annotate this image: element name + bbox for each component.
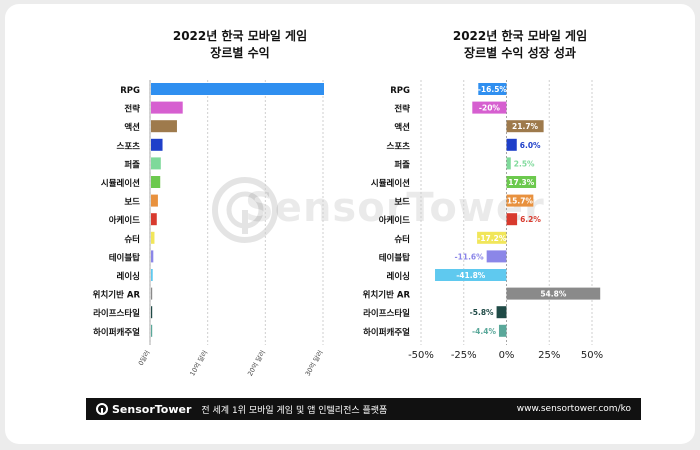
footer-bar: SensorTower 전 세계 1위 모바일 게임 및 앱 인텔리전스 플랫폼… bbox=[86, 398, 641, 420]
footer-tagline: 전 세계 1위 모바일 게임 및 앱 인텔리전스 플랫폼 bbox=[201, 405, 388, 416]
left-bar bbox=[151, 157, 161, 170]
left-category-label: 아케이드 bbox=[109, 215, 140, 226]
right-data-label: 6.0% bbox=[520, 141, 541, 150]
right-bar bbox=[506, 138, 517, 151]
sensortower-logo-icon bbox=[96, 403, 108, 415]
left-x-tick-label: 0달러 bbox=[136, 348, 152, 366]
right-data-label: -17.2% bbox=[477, 234, 507, 243]
right-x-tick-label: -25% bbox=[451, 350, 477, 361]
left-category-label: 보드 bbox=[124, 198, 140, 208]
right-category-label: 시뮬레이션 bbox=[371, 178, 410, 189]
right-bar bbox=[478, 83, 507, 95]
right-x-tick-label: 25% bbox=[538, 350, 560, 361]
left-bar bbox=[151, 176, 161, 188]
left-bar bbox=[151, 101, 183, 114]
right-data-label: -16.5% bbox=[478, 85, 508, 94]
footer-logo: SensorTower bbox=[96, 403, 191, 416]
right-category-label: 전략 bbox=[394, 104, 410, 115]
left-category-label: 테이블탑 bbox=[109, 252, 140, 263]
left-category-label: 퍼즐 bbox=[124, 159, 140, 170]
left-bar bbox=[151, 250, 154, 263]
right-x-tick-label: 0% bbox=[499, 350, 515, 361]
right-chart-title: 2022년 한국 모바일 게임 장르별 수익 성장 성과 bbox=[400, 28, 640, 62]
left-bar bbox=[151, 83, 324, 95]
right-category-label: 라이프스타일 bbox=[363, 308, 410, 319]
right-category-label: 보드 bbox=[394, 198, 410, 208]
right-data-label: 17.3% bbox=[508, 178, 535, 187]
left-category-label: 하이퍼캐주얼 bbox=[93, 327, 140, 338]
right-category-label: 레이싱 bbox=[387, 271, 410, 282]
left-x-tick-label: 30억 달러 bbox=[303, 348, 325, 377]
right-title-line2: 장르별 수익 성장 성과 bbox=[464, 46, 576, 60]
right-bar bbox=[506, 287, 601, 300]
right-bar bbox=[477, 231, 507, 244]
left-category-label: RPG bbox=[120, 86, 140, 96]
right-data-label: -4.4% bbox=[472, 327, 496, 336]
left-chart-title: 2022년 한국 모바일 게임 장르별 수익 bbox=[130, 28, 350, 62]
right-data-label: -41.8% bbox=[456, 271, 486, 280]
right-data-label: 2.5% bbox=[514, 159, 535, 168]
right-bar bbox=[506, 194, 534, 207]
right-category-label: 스포츠 bbox=[387, 142, 411, 152]
right-data-label: 21.7% bbox=[512, 122, 539, 131]
right-bar bbox=[498, 324, 507, 337]
left-bar bbox=[151, 269, 153, 281]
left-category-label: 레이싱 bbox=[117, 271, 140, 282]
right-bar bbox=[435, 269, 507, 281]
right-category-label: 슈터 bbox=[394, 234, 410, 245]
right-data-label: -20% bbox=[479, 104, 501, 113]
footer-brand: SensorTower bbox=[112, 402, 192, 416]
left-category-label: 스포츠 bbox=[117, 142, 141, 152]
left-bar bbox=[151, 138, 163, 151]
right-bar bbox=[506, 213, 518, 226]
left-category-label: 위치기반 AR bbox=[93, 290, 141, 301]
left-bar bbox=[151, 231, 155, 244]
left-bar bbox=[151, 287, 153, 300]
right-category-label: 테이블탑 bbox=[379, 252, 410, 263]
right-bar bbox=[506, 157, 511, 170]
right-bar bbox=[496, 306, 507, 319]
right-category-label: 하이퍼캐주얼 bbox=[363, 327, 410, 338]
left-x-tick-label: 10억 달러 bbox=[187, 348, 209, 377]
right-data-label: -11.6% bbox=[455, 252, 485, 261]
right-bar bbox=[486, 250, 507, 263]
right-category-label: 위치기반 AR bbox=[363, 290, 411, 301]
left-bar bbox=[151, 120, 177, 133]
left-bar bbox=[151, 306, 153, 319]
right-bar bbox=[472, 101, 507, 114]
right-bar-chart: -50% -25% 0% 25% 50% RPG -16.5% 전략 -20% 액션 21.7% 스포… bbox=[363, 80, 603, 361]
left-bar bbox=[151, 194, 158, 207]
left-title-line1: 2022년 한국 모바일 게임 bbox=[172, 29, 308, 43]
right-data-label: 15.7% bbox=[507, 197, 534, 206]
right-title-line1: 2022년 한국 모바일 게임 bbox=[452, 29, 588, 43]
left-bar-chart: 0달러 10억 달러 20억 달러 30억 달러 RPG 전략액션스포츠퍼즐시뮬레이션보드… bbox=[93, 80, 325, 377]
left-x-tick-label: 20억 달러 bbox=[245, 348, 267, 377]
right-category-label: 액션 bbox=[394, 122, 410, 133]
right-bar bbox=[506, 120, 544, 133]
left-category-label: 라이프스타일 bbox=[93, 308, 140, 319]
right-category-label: 퍼즐 bbox=[394, 159, 410, 170]
left-title-line2: 장르별 수익 bbox=[210, 46, 270, 60]
right-data-label: -5.8% bbox=[470, 308, 494, 317]
left-category-label: 슈터 bbox=[124, 234, 140, 245]
right-bar bbox=[506, 176, 537, 188]
left-bar bbox=[151, 213, 157, 226]
footer-url[interactable]: www.sensortower.com/ko bbox=[516, 404, 631, 414]
right-x-tick-label: -50% bbox=[408, 350, 434, 361]
left-bar bbox=[151, 324, 153, 337]
chart-card bbox=[5, 4, 695, 444]
right-data-label: 6.2% bbox=[520, 215, 541, 224]
right-x-tick-label: 50% bbox=[581, 350, 603, 361]
left-category-label: 시뮬레이션 bbox=[101, 178, 140, 189]
left-category-label: 전략 bbox=[124, 104, 140, 115]
right-category-label: 아케이드 bbox=[379, 215, 410, 226]
right-data-label: 54.8% bbox=[540, 290, 567, 299]
right-category-label: RPG bbox=[390, 86, 410, 96]
left-category-label: 액션 bbox=[124, 122, 140, 133]
